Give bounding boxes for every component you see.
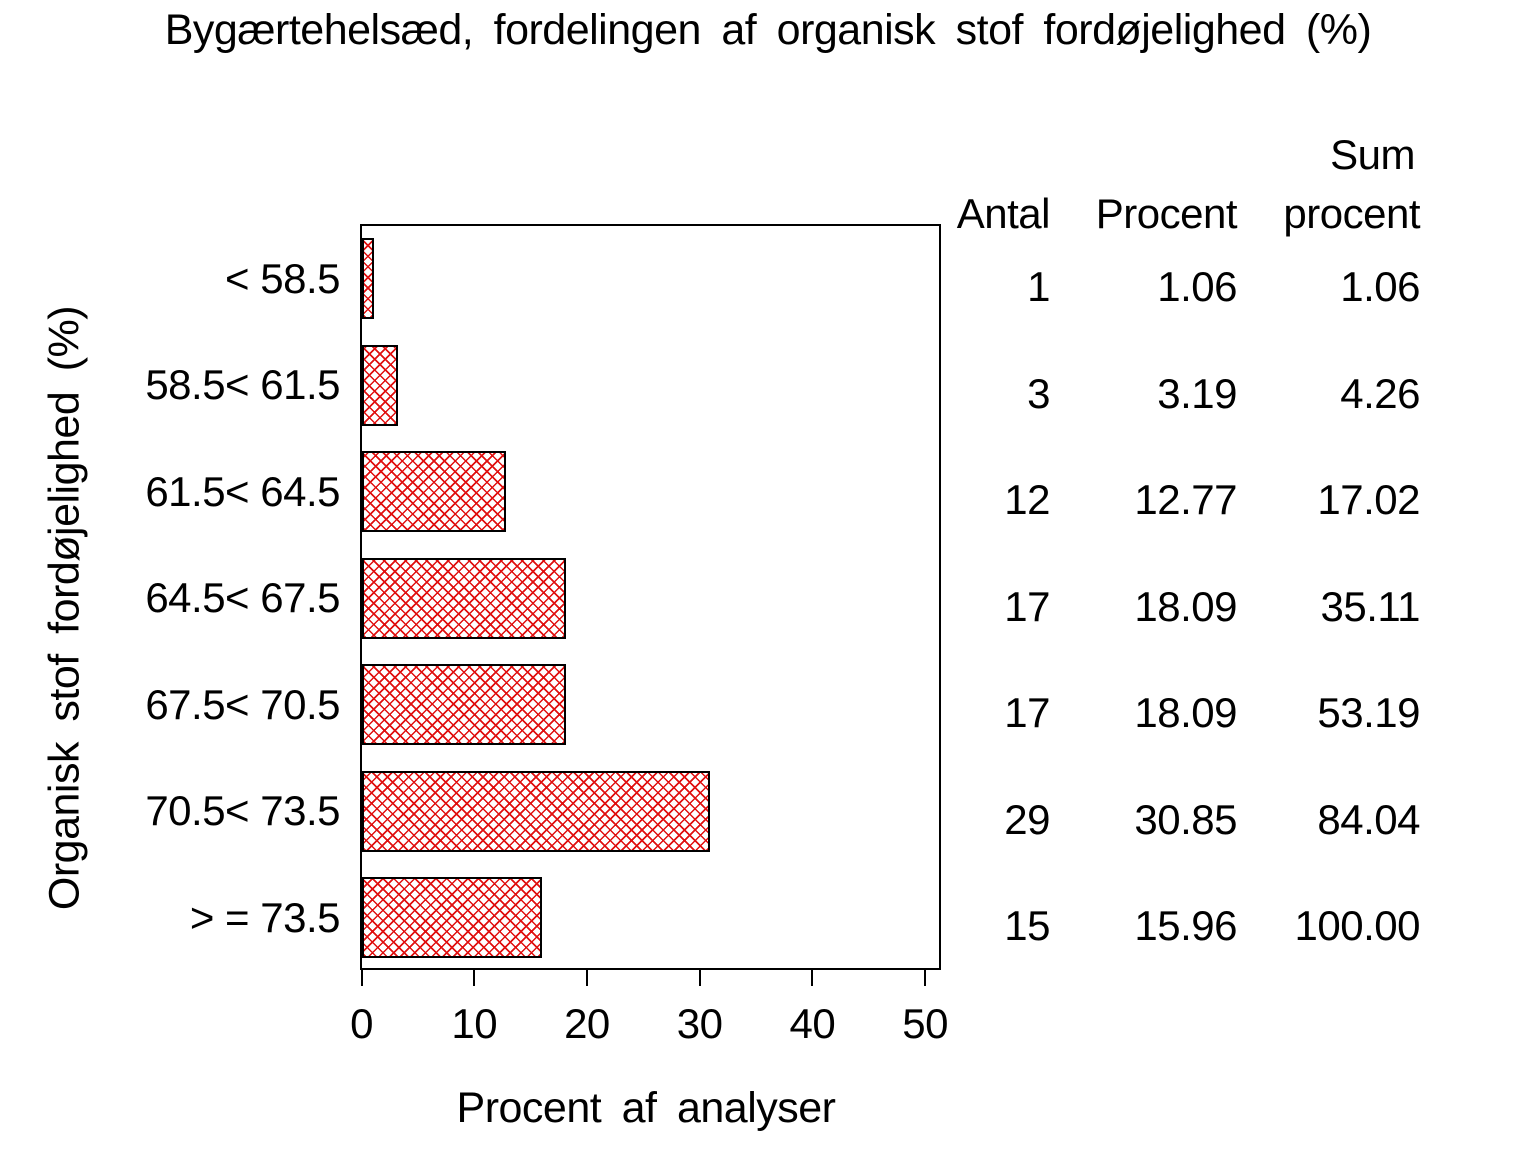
x-tick-label: 20 (564, 1000, 610, 1047)
category-label: 64.5< 67.5 (145, 574, 340, 621)
table-cell-procent: 12.77 (1134, 476, 1237, 523)
table-cell-sum: 1.06 (1340, 263, 1420, 310)
x-tick-label: 40 (789, 1000, 836, 1047)
bar (362, 557, 566, 639)
x-tick (924, 970, 927, 986)
table-cell-antal: 12 (1004, 476, 1050, 523)
x-tick-label: 50 (902, 1000, 948, 1047)
table-cell-sum: 17.02 (1317, 476, 1420, 523)
table-cell-sum: 53.19 (1317, 689, 1420, 736)
x-tick (698, 970, 701, 986)
x-tick-label: 30 (676, 1000, 723, 1047)
bar (362, 344, 398, 426)
category-label: 58.5< 61.5 (145, 361, 340, 408)
x-axis-title: Procent af analyser (456, 1084, 836, 1132)
table-cell-sum: 84.04 (1317, 795, 1420, 843)
category-label: 61.5< 64.5 (145, 467, 340, 515)
table-cell-procent: 18.09 (1134, 689, 1237, 736)
table-cell-procent: 3.19 (1157, 369, 1237, 417)
table-cell-antal: 17 (1004, 582, 1050, 630)
table-header-procent: Procent (1095, 190, 1238, 237)
table-cell-antal: 17 (1004, 689, 1050, 736)
bar (362, 664, 566, 745)
table-cell-sum: 100.00 (1294, 902, 1421, 949)
bar (362, 877, 542, 958)
y-axis-title: Organisk stof fordøjelighed (%) (40, 305, 89, 911)
x-tick-label: 0 (350, 1000, 373, 1047)
x-tick (585, 970, 588, 986)
bar (362, 770, 710, 852)
table-cell-antal: 3 (1027, 369, 1050, 417)
x-tick (473, 970, 476, 986)
x-tick (360, 970, 363, 986)
chart-title: Bygærtehelsæd, fordelingen af organisk s… (164, 6, 1372, 54)
table-cell-procent: 1.06 (1157, 263, 1237, 310)
table-cell-sum: 35.11 (1320, 582, 1421, 630)
table-cell-antal: 15 (1004, 902, 1050, 949)
table-cell-antal: 29 (1004, 795, 1050, 843)
table-cell-procent: 15.96 (1134, 902, 1237, 949)
table-cell-procent: 18.09 (1134, 582, 1237, 630)
bar (362, 238, 374, 319)
table-header-antal: Antal (956, 190, 1051, 237)
category-label: < 58.5 (225, 254, 340, 302)
bar (362, 451, 506, 532)
table-header-sum-line1: Sum (1330, 131, 1415, 178)
table-header-sum-line2: procent (1283, 190, 1420, 237)
category-label: > = 73.5 (189, 893, 341, 941)
category-label: 70.5< 73.5 (145, 787, 340, 834)
table-cell-antal: 1 (1027, 263, 1050, 310)
table-cell-sum: 4.26 (1340, 369, 1420, 417)
x-tick-label: 10 (451, 1000, 498, 1047)
table-cell-procent: 30.85 (1134, 795, 1237, 843)
x-tick (811, 970, 814, 986)
category-label: 67.5< 70.5 (145, 680, 340, 728)
